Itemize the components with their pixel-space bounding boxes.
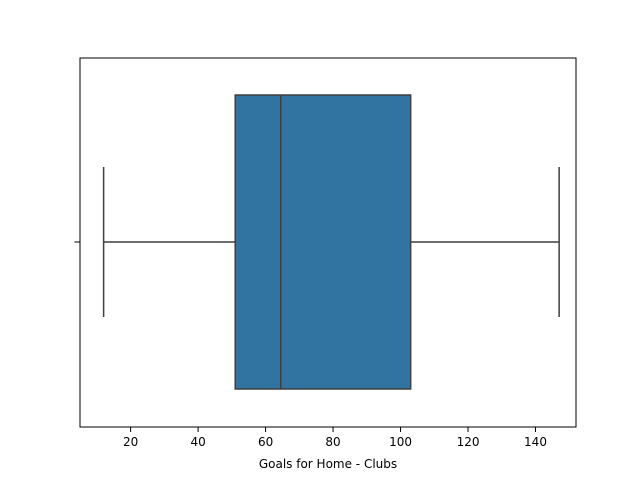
- x-tick-label: 80: [325, 435, 340, 449]
- x-tick-label: 60: [258, 435, 273, 449]
- plot-marks: [102, 94, 560, 390]
- x-tick-label: 140: [524, 435, 547, 449]
- x-tick-label: 20: [123, 435, 138, 449]
- x-tick-label: 40: [190, 435, 205, 449]
- x-tick-label: 120: [457, 435, 480, 449]
- x-axis-ticks: 20 40 60 80 100 120 140: [123, 427, 547, 449]
- x-tick-label: 100: [389, 435, 412, 449]
- x-axis-label: Goals for Home - Clubs: [259, 457, 397, 471]
- interquartile-box: [234, 94, 412, 390]
